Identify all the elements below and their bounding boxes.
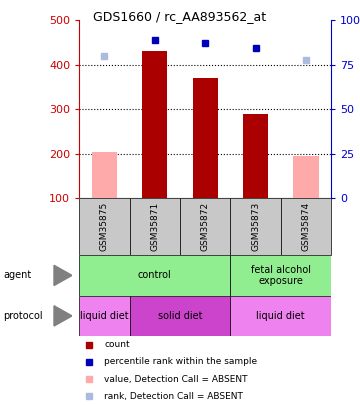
Text: count: count — [104, 340, 130, 349]
Polygon shape — [54, 265, 72, 286]
Bar — [79, 255, 230, 296]
Polygon shape — [54, 306, 72, 326]
Bar — [293, 156, 319, 198]
Text: GDS1660 / rc_AA893562_at: GDS1660 / rc_AA893562_at — [94, 10, 266, 23]
Text: control: control — [138, 271, 172, 280]
Bar — [281, 198, 331, 255]
Bar — [92, 151, 117, 198]
Text: GSM35873: GSM35873 — [251, 202, 260, 252]
Text: GSM35872: GSM35872 — [201, 202, 210, 252]
Bar — [230, 198, 281, 255]
Bar — [79, 296, 130, 336]
Bar — [142, 51, 167, 198]
Bar — [243, 114, 268, 198]
Text: percentile rank within the sample: percentile rank within the sample — [104, 358, 257, 367]
Text: rank, Detection Call = ABSENT: rank, Detection Call = ABSENT — [104, 392, 243, 401]
Text: GSM35875: GSM35875 — [100, 202, 109, 252]
Bar — [230, 255, 331, 296]
Text: liquid diet: liquid diet — [256, 311, 305, 321]
Bar — [230, 296, 331, 336]
Text: GSM35874: GSM35874 — [302, 202, 310, 252]
Text: agent: agent — [4, 271, 32, 280]
Bar — [180, 198, 230, 255]
Bar — [79, 198, 130, 255]
Text: solid diet: solid diet — [158, 311, 202, 321]
Text: value, Detection Call = ABSENT: value, Detection Call = ABSENT — [104, 375, 248, 384]
Text: fetal alcohol
exposure: fetal alcohol exposure — [251, 264, 311, 286]
Bar — [130, 198, 180, 255]
Bar — [193, 78, 218, 198]
Text: GSM35871: GSM35871 — [150, 202, 159, 252]
Text: protocol: protocol — [4, 311, 43, 321]
Bar — [130, 296, 230, 336]
Text: liquid diet: liquid diet — [80, 311, 129, 321]
